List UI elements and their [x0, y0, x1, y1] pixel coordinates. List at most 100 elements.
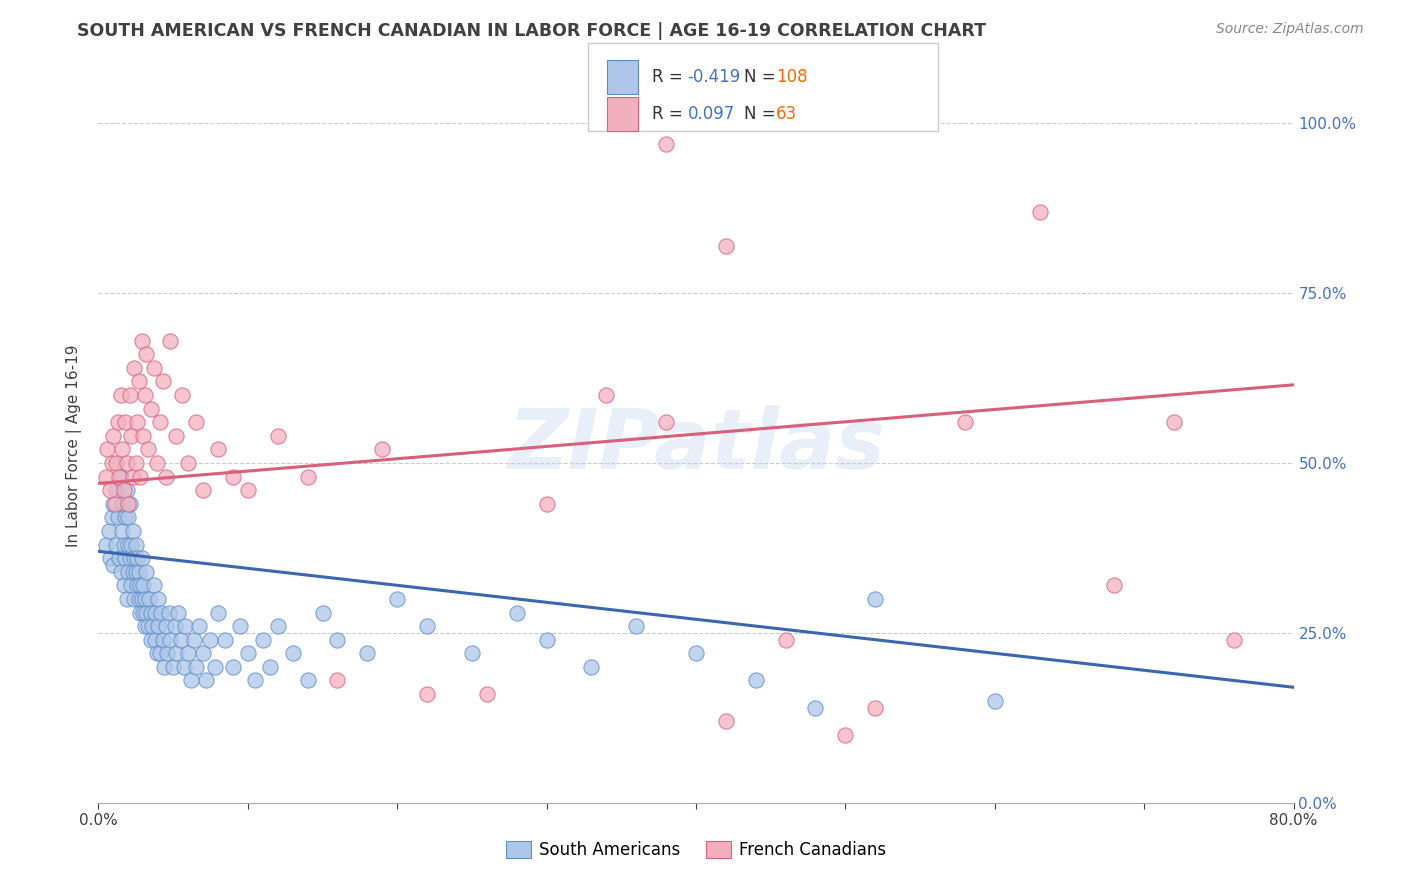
- Point: [184, 415, 207, 429]
- Point: [128, 375, 150, 389]
- Point: [108, 551, 131, 566]
- Point: [114, 510, 136, 524]
- Point: [134, 591, 156, 606]
- Point: [804, 700, 827, 714]
- Point: [114, 415, 136, 429]
- Point: [104, 497, 127, 511]
- Point: [200, 632, 222, 647]
- Point: [371, 442, 394, 457]
- Point: [745, 673, 768, 688]
- Point: [297, 673, 319, 688]
- Point: [157, 606, 180, 620]
- Point: [536, 632, 558, 647]
- Point: [245, 673, 267, 688]
- Point: [103, 558, 125, 572]
- Point: [163, 619, 186, 633]
- Point: [110, 469, 132, 483]
- Point: [461, 646, 484, 660]
- Point: [129, 469, 152, 483]
- Point: [865, 591, 887, 606]
- Point: [98, 483, 122, 498]
- Point: [281, 646, 304, 660]
- Point: [121, 565, 143, 579]
- Point: [142, 578, 165, 592]
- Point: [149, 415, 172, 429]
- Point: [139, 606, 162, 620]
- Point: [267, 429, 290, 443]
- Point: [267, 619, 290, 633]
- Point: [149, 646, 172, 660]
- Point: [115, 591, 138, 606]
- Point: [134, 388, 156, 402]
- Point: [326, 673, 349, 688]
- Point: [96, 442, 118, 457]
- Point: [183, 632, 205, 647]
- Point: [110, 388, 132, 402]
- Point: [108, 469, 131, 483]
- Point: [229, 619, 252, 633]
- Point: [141, 619, 163, 633]
- Point: [177, 646, 200, 660]
- Point: [127, 551, 149, 566]
- Point: [129, 578, 152, 592]
- Point: [385, 591, 409, 606]
- Point: [214, 632, 236, 647]
- Point: [177, 456, 200, 470]
- Point: [136, 619, 159, 633]
- Point: [101, 510, 124, 524]
- Point: [207, 442, 229, 457]
- Legend: South Americans, French Canadians: South Americans, French Canadians: [499, 834, 893, 866]
- Point: [191, 483, 214, 498]
- Point: [115, 483, 138, 498]
- Text: R =: R =: [652, 68, 689, 86]
- Point: [112, 578, 135, 592]
- Point: [132, 429, 155, 443]
- Text: N =: N =: [744, 105, 780, 123]
- Text: Source: ZipAtlas.com: Source: ZipAtlas.com: [1216, 22, 1364, 37]
- Point: [416, 619, 439, 633]
- Point: [252, 632, 274, 647]
- Point: [865, 700, 887, 714]
- Point: [159, 632, 181, 647]
- Point: [135, 347, 157, 361]
- Point: [139, 401, 162, 416]
- Point: [132, 578, 155, 592]
- Point: [506, 606, 529, 620]
- Point: [326, 632, 349, 647]
- Point: [156, 646, 179, 660]
- Point: [139, 632, 162, 647]
- Point: [125, 537, 148, 551]
- Point: [155, 469, 177, 483]
- Point: [128, 565, 150, 579]
- Point: [204, 660, 226, 674]
- Point: [207, 606, 229, 620]
- Point: [165, 429, 187, 443]
- Point: [107, 415, 129, 429]
- Point: [236, 646, 259, 660]
- Point: [173, 660, 195, 674]
- Point: [118, 551, 141, 566]
- Point: [124, 360, 146, 375]
- Point: [155, 619, 177, 633]
- Point: [153, 660, 176, 674]
- Point: [128, 591, 150, 606]
- Point: [775, 632, 797, 647]
- Point: [117, 537, 139, 551]
- Point: [143, 606, 166, 620]
- Point: [131, 551, 153, 566]
- Point: [124, 591, 146, 606]
- Point: [97, 524, 120, 538]
- Point: [111, 524, 134, 538]
- Point: [714, 714, 737, 729]
- Point: [195, 673, 218, 688]
- Point: [94, 537, 117, 551]
- Point: [180, 673, 202, 688]
- Point: [1163, 415, 1185, 429]
- Point: [121, 469, 143, 483]
- Point: [103, 497, 125, 511]
- Point: [174, 619, 197, 633]
- Point: [169, 632, 191, 647]
- Point: [105, 537, 128, 551]
- Point: [105, 483, 128, 498]
- Point: [105, 456, 128, 470]
